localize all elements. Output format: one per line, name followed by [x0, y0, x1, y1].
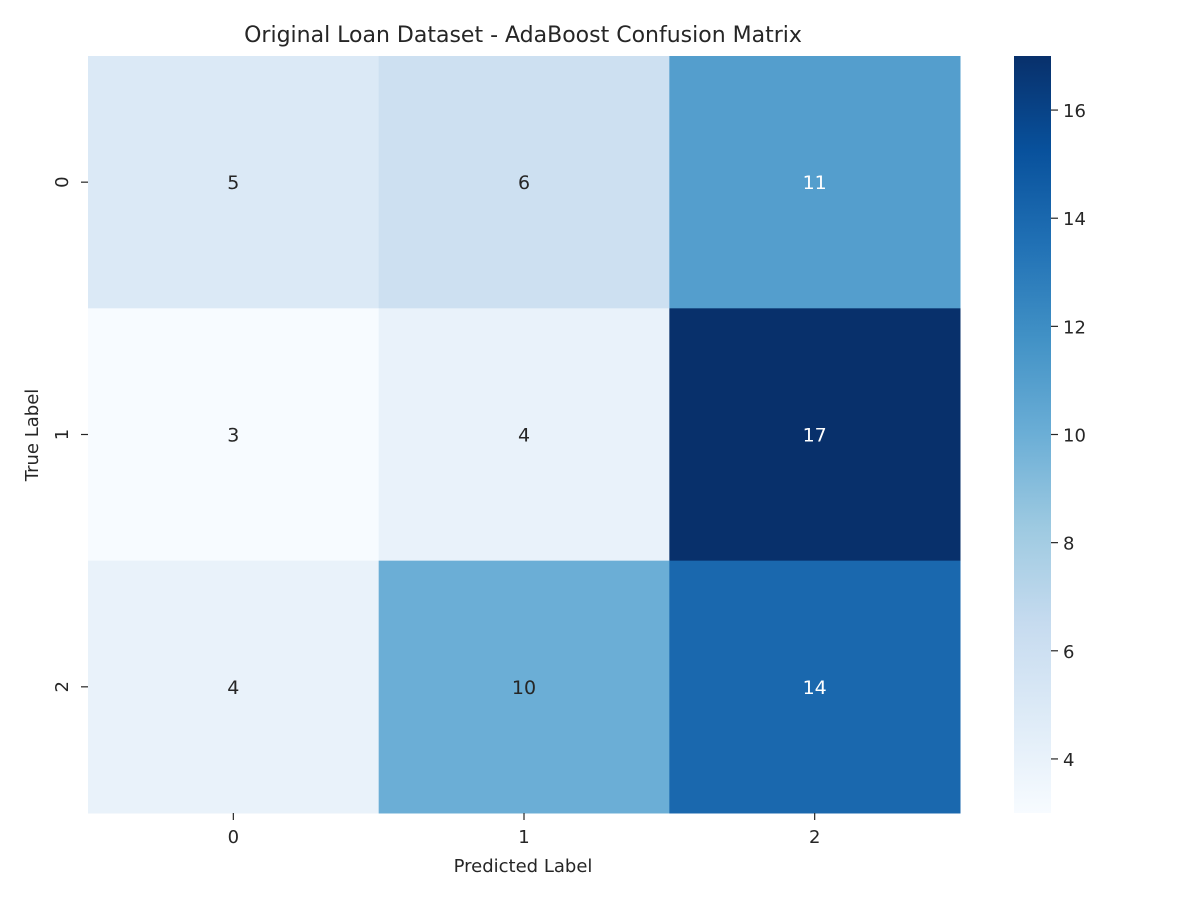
colorbar-tick-label-3: 10	[1063, 426, 1086, 447]
colorbar-tick-label-2: 8	[1063, 534, 1074, 555]
cell-value-0-2: 11	[803, 172, 827, 194]
cell-value-1-1: 4	[518, 424, 530, 446]
cell-value-1-2: 17	[803, 424, 827, 446]
heatmap-cell-0-0	[88, 56, 380, 309]
colorbar-ticks: 4 6 8 10 12 14 16	[1051, 101, 1086, 771]
heatmap-cell-0-1	[378, 56, 670, 309]
colorbar-tick-label-6: 16	[1063, 101, 1086, 122]
cell-value-1-0: 3	[227, 424, 239, 446]
cell-value-0-1: 6	[518, 172, 530, 194]
heatmap-cell-0-2	[669, 56, 961, 309]
cell-value-2-2: 14	[803, 677, 827, 699]
colorbar-tick-label-5: 14	[1063, 209, 1086, 230]
heatmap-cell-2-0	[88, 560, 380, 814]
heatmap-cell-1-0	[88, 308, 380, 562]
colorbar-gradient	[1014, 56, 1051, 813]
x-axis-label: Predicted Label	[454, 856, 593, 877]
heatmap-cells	[88, 56, 961, 814]
colorbar-tick-label-0: 4	[1063, 750, 1074, 771]
y-tick-label-1: 1	[52, 429, 73, 440]
y-axis: 0 1 2	[52, 176, 88, 693]
cell-value-2-0: 4	[227, 677, 239, 699]
x-tick-label-0: 0	[228, 827, 239, 848]
y-tick-label-0: 0	[52, 176, 73, 187]
heatmap-annotations: 5 6 11 3 4 17 4 10 14	[227, 172, 826, 699]
heatmap-cell-1-1	[378, 308, 670, 562]
cell-value-2-1: 10	[512, 677, 536, 699]
x-tick-label-1: 1	[518, 827, 529, 848]
chart-title: Original Loan Dataset - AdaBoost Confusi…	[244, 23, 802, 48]
heatmap-cell-2-2	[669, 560, 961, 814]
colorbar-tick-label-4: 12	[1063, 317, 1086, 338]
cell-value-0-0: 5	[227, 172, 239, 194]
x-axis: 0 1 2	[228, 812, 820, 848]
x-tick-label-2: 2	[809, 827, 820, 848]
y-tick-label-2: 2	[52, 681, 73, 692]
heatmap-cell-1-2	[669, 308, 961, 562]
y-axis-label: True Label	[22, 389, 43, 483]
heatmap-cell-2-1	[378, 560, 670, 814]
colorbar-tick-label-1: 6	[1063, 642, 1074, 663]
colorbar: 4 6 8 10 12 14 16	[1014, 56, 1086, 813]
